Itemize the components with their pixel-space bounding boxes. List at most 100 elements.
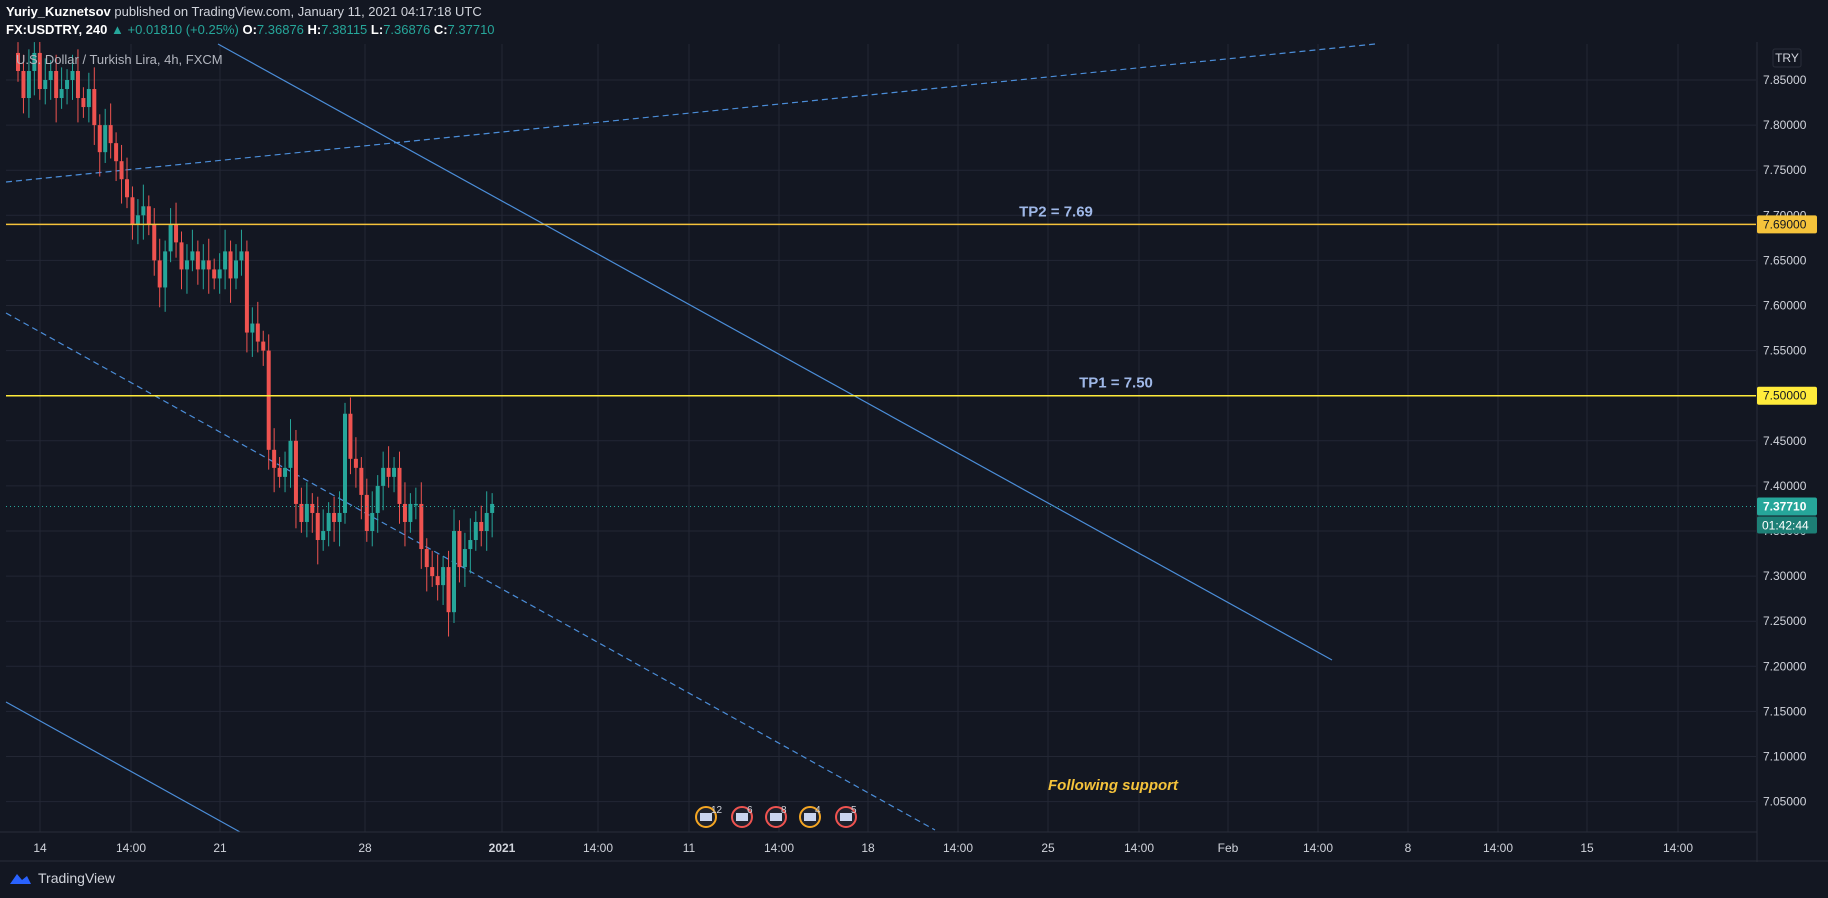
level-label-1: TP2 = 7.69 [1019, 203, 1093, 220]
candle-body [190, 251, 195, 261]
x-tick-label: 14:00 [1124, 841, 1154, 855]
candle-body [75, 70, 80, 99]
y-tick-label: 7.85000 [1763, 73, 1807, 87]
symbol-label[interactable]: FX:USDTRY, 240 [6, 22, 108, 37]
candle-body [277, 467, 282, 477]
close-key: C: [433, 22, 448, 37]
candle-body [452, 531, 456, 613]
candle-body [86, 89, 91, 108]
y-tick-label: 7.65000 [1763, 253, 1807, 267]
candle-body [201, 260, 206, 270]
candle-body [26, 70, 31, 99]
candle-body [435, 576, 440, 586]
candle-body [408, 503, 413, 522]
candle-body [163, 251, 168, 288]
event-badge-count: 5 [851, 805, 857, 816]
x-tick-label: 14:00 [1483, 841, 1513, 855]
candle-body [299, 503, 304, 522]
candle-body [446, 567, 451, 613]
x-tick-label: 2021 [489, 841, 516, 855]
candle-body [152, 224, 157, 261]
x-tick-label: 14:00 [764, 841, 794, 855]
candle-body [59, 89, 64, 99]
candle-body [462, 549, 467, 568]
candle-body [348, 413, 353, 459]
last-price-tag-text: 7.37710 [1763, 500, 1807, 514]
candle-body [146, 206, 151, 225]
candle-body [223, 251, 228, 270]
author-name[interactable]: Yuriy_Kuznetsov [6, 4, 111, 19]
y-tick-label: 7.30000 [1763, 569, 1807, 583]
x-tick-label: 25 [1041, 841, 1055, 855]
candle-body [441, 567, 446, 586]
x-tick-label: 14:00 [583, 841, 613, 855]
candle-body [397, 467, 402, 504]
candle-body [37, 52, 42, 90]
candle-body [310, 503, 315, 513]
candle-body [244, 251, 249, 333]
x-tick-label: 11 [683, 841, 696, 855]
candle-body [430, 567, 435, 577]
levels: TP2 = 7.69 TP1 = 7.50 Following support [6, 203, 1756, 794]
candle-body [375, 485, 380, 513]
candle-body [479, 521, 484, 531]
y-tick-label: 7.15000 [1763, 704, 1807, 718]
high-key: H: [307, 22, 322, 37]
annotation-label: Following support [1048, 777, 1179, 794]
countdown-tag-text: 01:42:44 [1762, 519, 1809, 533]
candle-body [419, 503, 424, 550]
footer [0, 862, 1828, 898]
x-tick-label: 18 [861, 841, 875, 855]
chart-title: U.S. Dollar / Turkish Lira, 4h, FXCM [16, 52, 223, 67]
candle-body [179, 242, 184, 270]
countdown-tag [1757, 516, 1817, 534]
candle-body [473, 521, 478, 541]
candle-body [326, 512, 331, 531]
candle-body [16, 52, 20, 71]
x-tick-label: Feb [1218, 841, 1239, 855]
candle-body [457, 531, 462, 568]
event-badge-count: 12 [711, 805, 723, 816]
candle-body [228, 251, 233, 279]
flag-icon [804, 813, 816, 821]
x-tick-label: 14:00 [943, 841, 973, 855]
candle-body [195, 251, 200, 270]
y-tick-label: 7.05000 [1763, 795, 1807, 809]
low-value: 7.36876 [383, 22, 431, 37]
candle-body [97, 125, 102, 153]
candle-body [272, 449, 277, 468]
x-tick-label: 14:00 [1663, 841, 1693, 855]
x-tick-label: 14:00 [1303, 841, 1333, 855]
candle-body [48, 70, 53, 80]
ohlc-line: FX:USDTRY, 240 ▲ +0.01810 (+0.25%) O:7.3… [6, 22, 495, 37]
candle-body [402, 503, 407, 522]
candle-body [381, 467, 386, 486]
candle-body [81, 98, 86, 108]
candle-body [370, 512, 375, 531]
tradingview-logo[interactable]: TradingView [6, 870, 115, 886]
change-value: +0.01810 (+0.25%) [127, 22, 239, 37]
published-text: published on TradingView.com, January 11… [114, 4, 482, 19]
candle-body [141, 206, 146, 216]
x-tick-label: 14 [33, 841, 47, 855]
y-tick-label: 7.80000 [1763, 118, 1807, 132]
candle-body [484, 512, 489, 531]
candle-body [386, 467, 391, 477]
candle-body [413, 503, 418, 506]
candle-body [54, 70, 59, 99]
candle-body [103, 125, 108, 153]
time-axis: 14 14:00 21 28 2021 14:00 11 14:00 18 14:00 25 14:0… [0, 52, 1828, 862]
candle-body [184, 260, 189, 270]
open-key: O: [242, 22, 257, 37]
candle-body [21, 70, 26, 99]
flag-icon [840, 813, 852, 821]
event-badge-count: 6 [747, 805, 753, 816]
candle-body [315, 512, 320, 541]
candle-body [92, 89, 97, 126]
candle-body [135, 215, 140, 225]
candle-body [490, 503, 495, 513]
x-tick-label: 8 [1405, 841, 1412, 855]
y-tick-label: 7.75000 [1763, 163, 1807, 177]
downtrend-line [217, 43, 1333, 661]
